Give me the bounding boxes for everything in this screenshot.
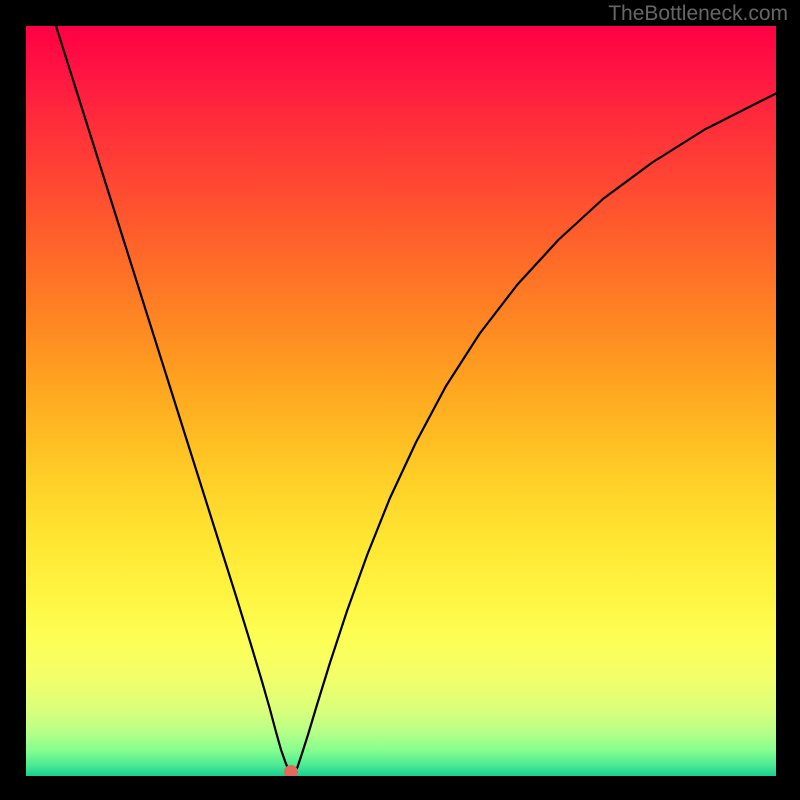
chart-minimum-marker [284, 765, 298, 776]
chart-curve-layer [26, 26, 776, 776]
watermark-text: TheBottleneck.com [608, 2, 788, 26]
chart-curve-path [56, 26, 776, 776]
chart-plot-area [26, 26, 776, 776]
